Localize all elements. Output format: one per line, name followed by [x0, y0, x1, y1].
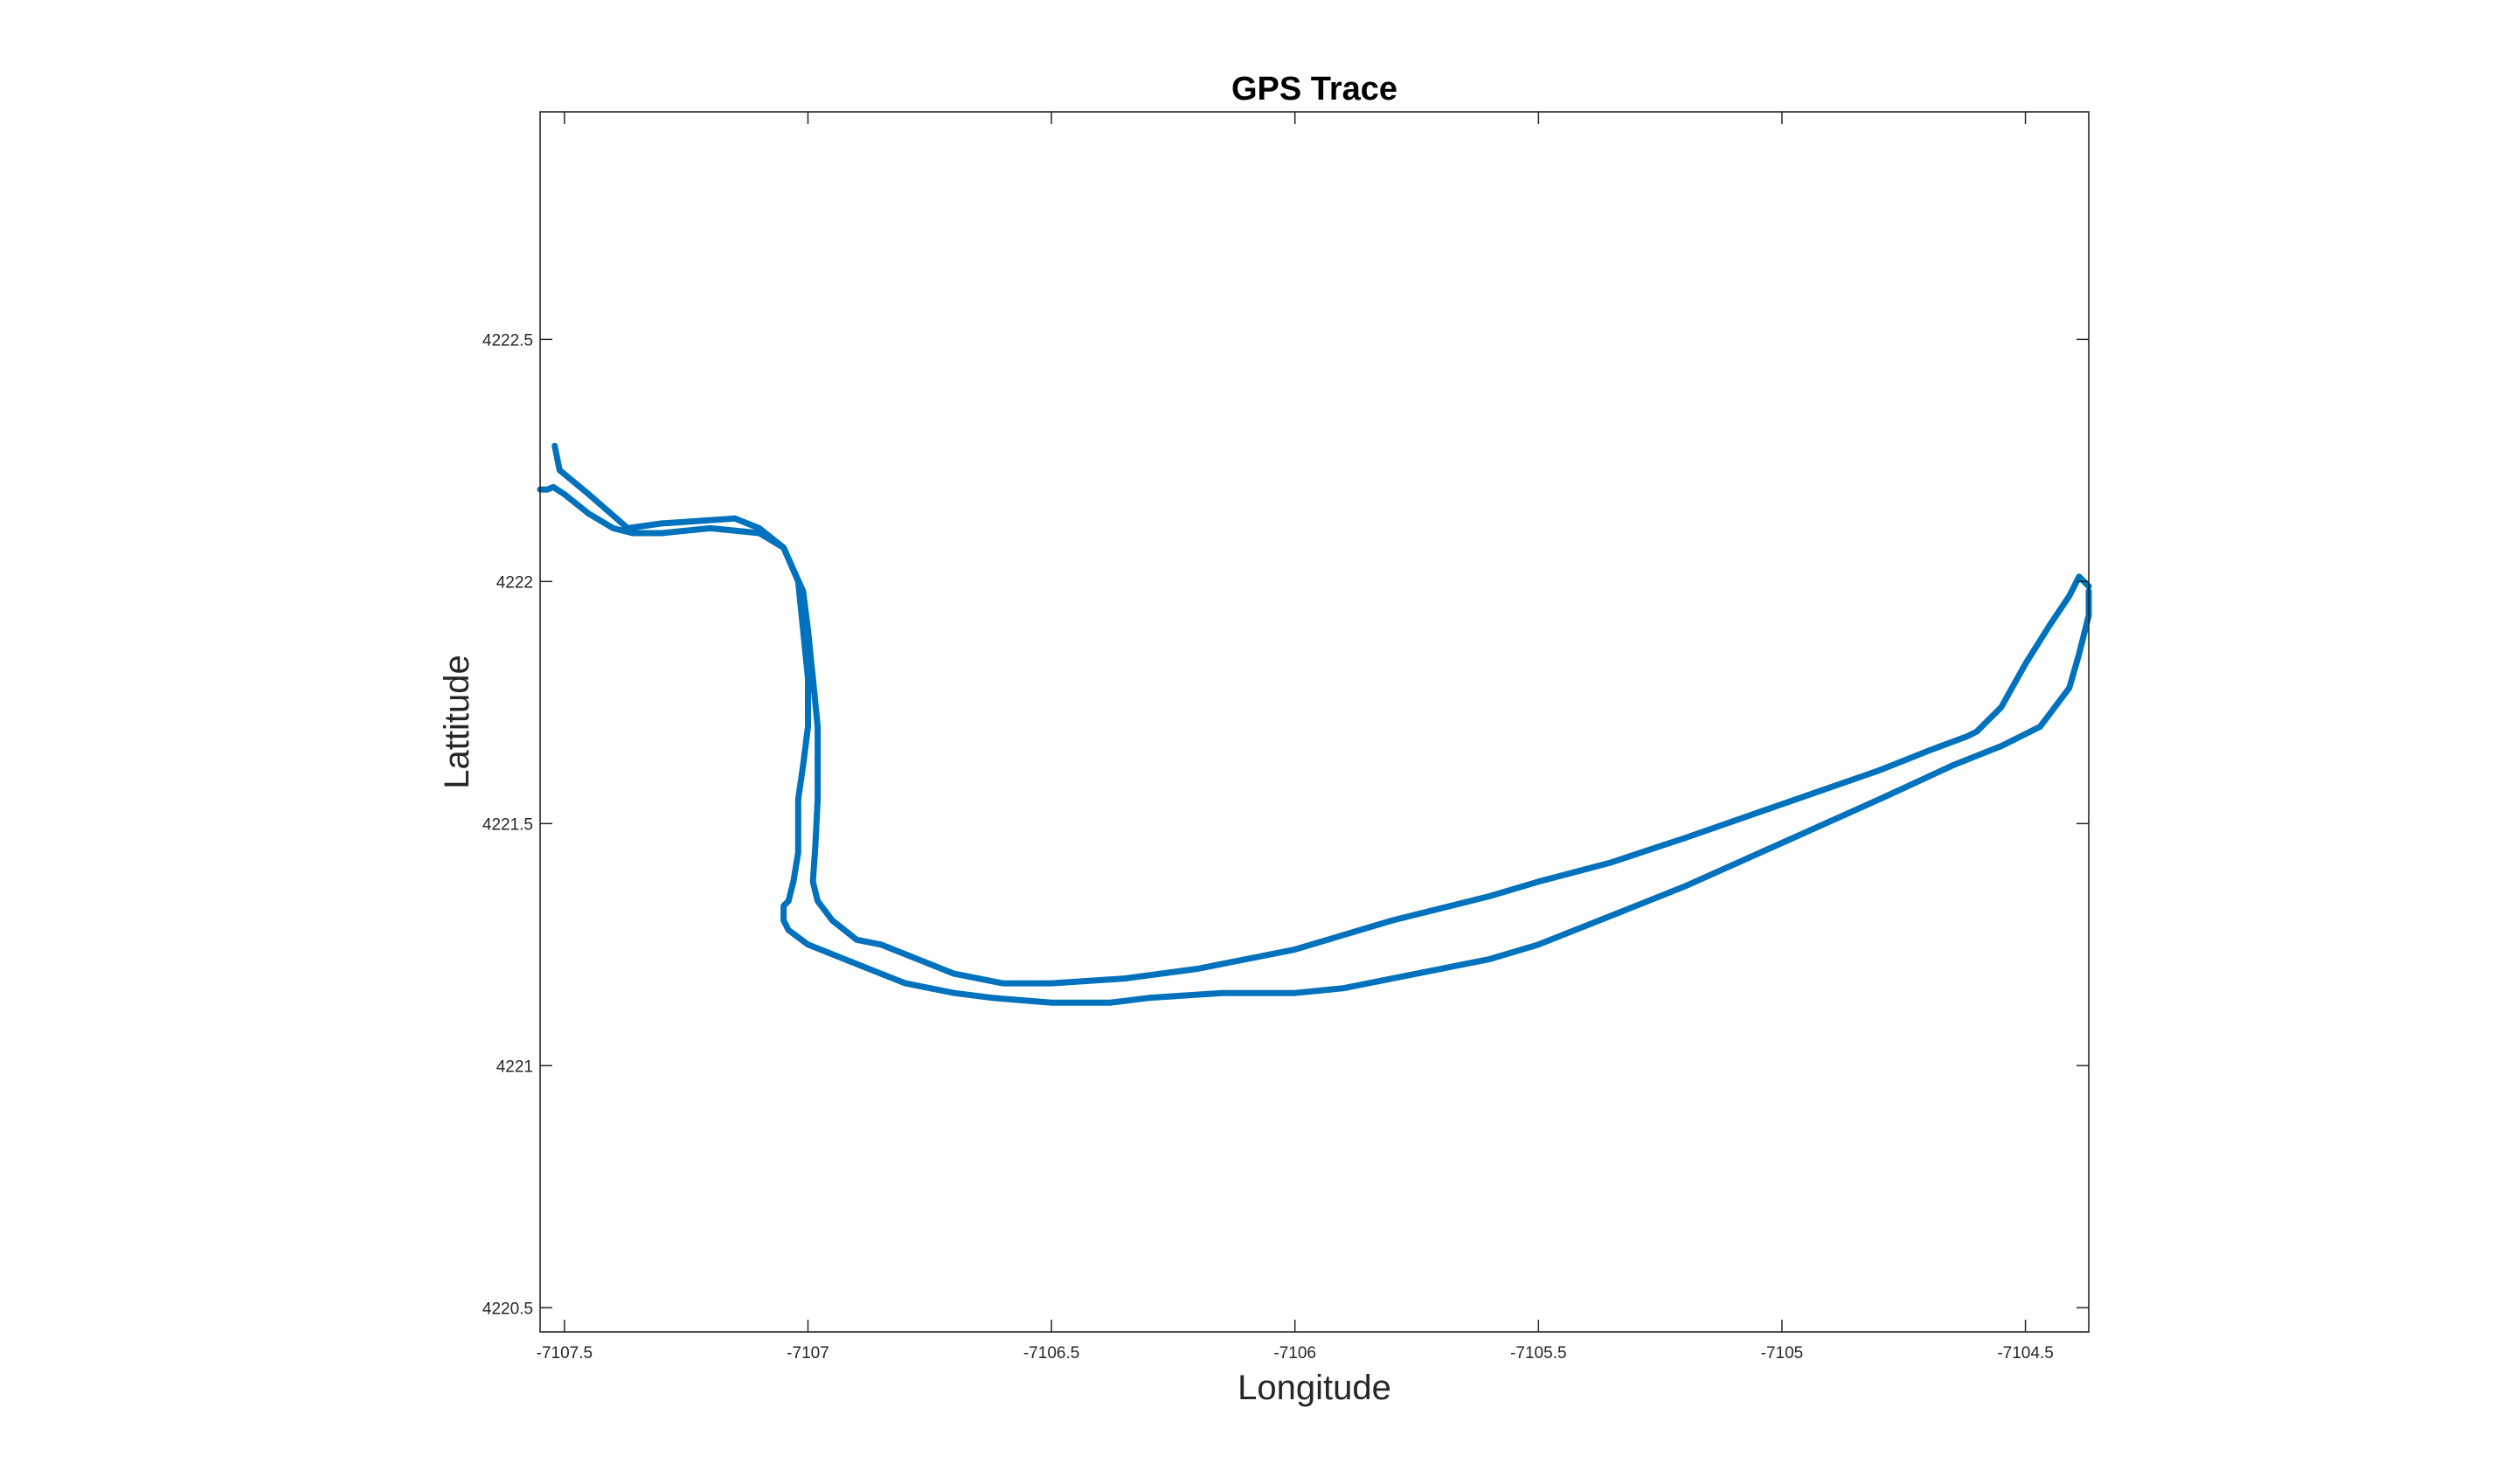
x-axis-label: Longitude — [1238, 1369, 1391, 1407]
y-axis-label: Lattitude — [438, 655, 476, 788]
y-tick-label: 4221 — [496, 1058, 533, 1076]
x-tick-label: -7107 — [787, 1344, 829, 1363]
y-tick-label: 4222 — [496, 573, 533, 592]
x-tick-label: -7106 — [1273, 1344, 1316, 1363]
y-tick-label: 4222.5 — [482, 331, 533, 350]
x-tick-label: -7106.5 — [1023, 1344, 1079, 1363]
y-tick-label: 4220.5 — [482, 1300, 533, 1318]
x-tick-label: -7107.5 — [537, 1344, 593, 1363]
x-tick-label: -7105.5 — [1510, 1344, 1566, 1363]
x-tick-label: -7105 — [1761, 1344, 1804, 1363]
tick-layer: -7107.5 -7107 -7106.5 -7106 -7105.5 -7105 -710… — [482, 112, 2089, 1363]
axes-box — [539, 111, 2090, 1333]
gps-trace-line-2 — [551, 442, 2092, 987]
chart-title: GPS Trace — [1231, 71, 1397, 107]
gps-trace-line-1 — [537, 483, 2092, 1006]
plot-area — [540, 112, 2089, 1332]
trace-layer — [537, 442, 2092, 1006]
x-tick-label: -7104.5 — [1997, 1344, 2053, 1363]
y-tick-label: 4221.5 — [482, 815, 533, 834]
